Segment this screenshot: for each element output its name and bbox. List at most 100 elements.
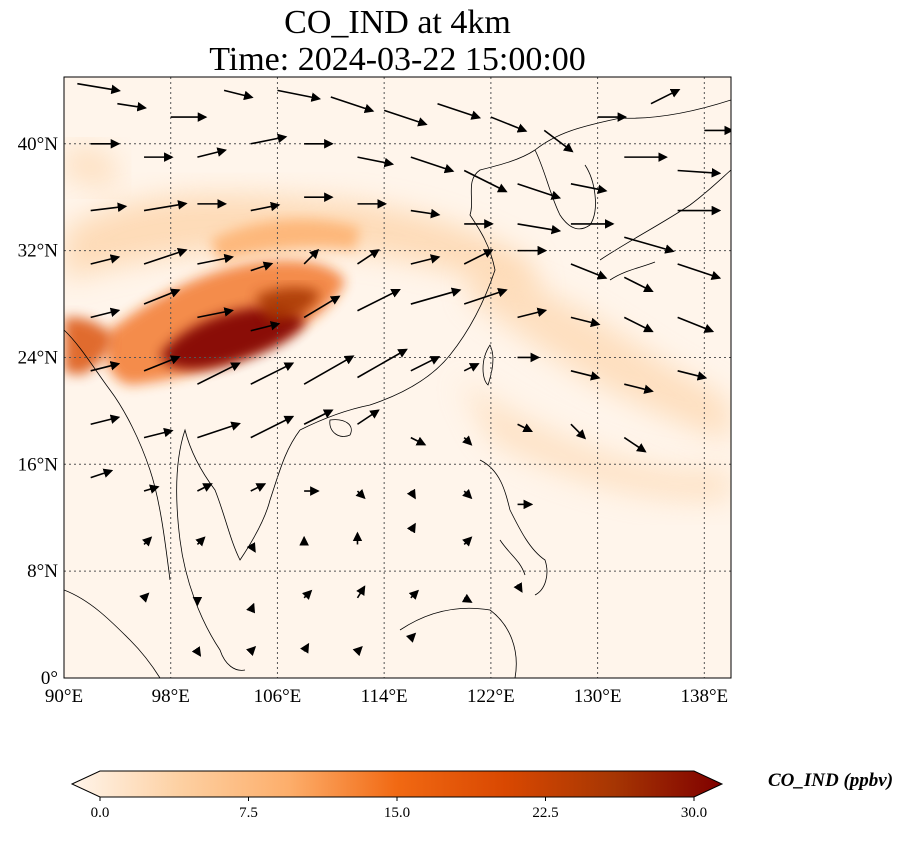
wind-arrow [462,536,473,547]
wind-arrow [406,488,416,500]
concentration-plume-west [64,317,112,375]
chart-title-line1: CO_IND at 4km [284,4,511,41]
lat-tick-label: 32°N [18,241,59,262]
wind-arrow [246,542,256,553]
wind-arrow [570,183,608,194]
wind-arrow [408,589,419,600]
colorbar-tick-label: 30.0 [681,805,707,821]
wind-arrow [677,370,708,381]
colorbar-tick-label: 0.0 [91,805,110,821]
wind-arrow [623,276,654,293]
wind-arrow [624,236,675,254]
colorbar-tick-label: 22.5 [532,805,558,821]
wind-arrow [517,307,548,319]
concentration-field [64,146,731,501]
wind-arrow [197,147,227,158]
wind-arrow [303,295,341,319]
wind-arrow [624,383,654,394]
concentration-plume-core-east [255,287,320,322]
wind-arrow [197,421,241,439]
wind-arrow [143,247,188,265]
axis-ticks: 90°E 98°E 106°E 114°E 122°E 130°E 138°E 0° 8°N 16… [18,134,729,707]
wind-arrow [117,101,147,112]
wind-arrow [410,254,441,265]
concentration-band-southeast [460,380,731,501]
wind-arrow [245,645,257,657]
wind-arrow [623,436,647,453]
wind-arrow [383,109,428,127]
wind-arrow [677,263,722,281]
wind-arrow [463,249,494,265]
wind-arrow [277,89,322,102]
wind-arrow [250,133,288,145]
wind-arrow [250,261,274,272]
coastline-sumatra [64,589,161,678]
lat-tick-label: 8°N [27,561,58,582]
wind-arrow [355,488,366,500]
wind-arrow [195,536,206,547]
wind-arrow [410,208,441,219]
coastline-philippines [479,459,548,596]
wind-arrow [570,423,587,440]
wind-arrow [90,202,128,213]
wind-arrow [143,427,174,439]
wind-arrow [143,355,181,372]
wind-arrow [463,288,508,305]
wind-arrow [677,316,715,333]
wind-arrow [463,363,480,372]
lat-tick-label: 40°N [18,134,59,155]
wind-arrow [191,646,202,657]
wind-arrow [405,632,417,643]
lat-tick-label: 0° [41,668,58,689]
wind-arrow [570,316,601,328]
coastline-taiwan [482,344,494,386]
wind-arrow [300,642,310,654]
wind-arrow [250,362,295,385]
map-frame [63,76,732,679]
wind-arrow [462,488,473,500]
wind-arrow [517,423,533,432]
lon-tick-label: 90°E [45,686,83,707]
concentration-plume-ridge [210,219,360,262]
wind-arrow [410,356,441,372]
wind-arrow [517,223,562,235]
wind-arrow [410,156,455,174]
chart-title-line2: Time: 2024-03-22 15:00:00 [209,41,586,78]
wind-arrow [197,253,234,265]
wind-arrow [357,156,395,168]
wind-arrow [303,248,320,265]
wind-arrow [650,88,681,105]
colorbar-tick-label: 7.5 [239,805,258,821]
wind-arrow [90,468,114,479]
lon-tick-label: 130°E [574,686,622,707]
concentration-plume-core [160,306,305,370]
wind-arrow [330,96,375,114]
wind-arrow [356,585,366,599]
colorbar-label: CO_IND (ppbv) [768,770,894,791]
wind-arrow [143,288,181,305]
wind-arrow [357,289,401,312]
wind-arrow [197,483,213,492]
wind-arrow [197,362,241,385]
colorbar-ticks: 0.0 7.5 15.0 22.5 30.0 [91,797,707,821]
colorbar-body [70,770,724,798]
wind-arrow [677,167,722,178]
lat-tick-label: 24°N [18,347,59,368]
wind-arrow [90,414,121,426]
wind-arrow [463,169,508,193]
wind-arrow [250,321,281,332]
wind-arrow [462,435,473,446]
wind-arrow [570,263,608,280]
wind-arrow [570,370,601,381]
wind-arrow [143,484,160,494]
wind-arrow [223,89,254,101]
coastline-china [299,99,731,431]
wind-arrow [437,102,482,120]
lon-tick-label: 98°E [152,686,190,707]
wind-arrow [141,536,153,547]
colorbar: 0.0 7.5 15.0 22.5 30.0 [70,770,724,821]
wind-arrow [303,355,355,385]
wind-arrow [357,348,408,379]
concentration-band-west [64,146,120,190]
